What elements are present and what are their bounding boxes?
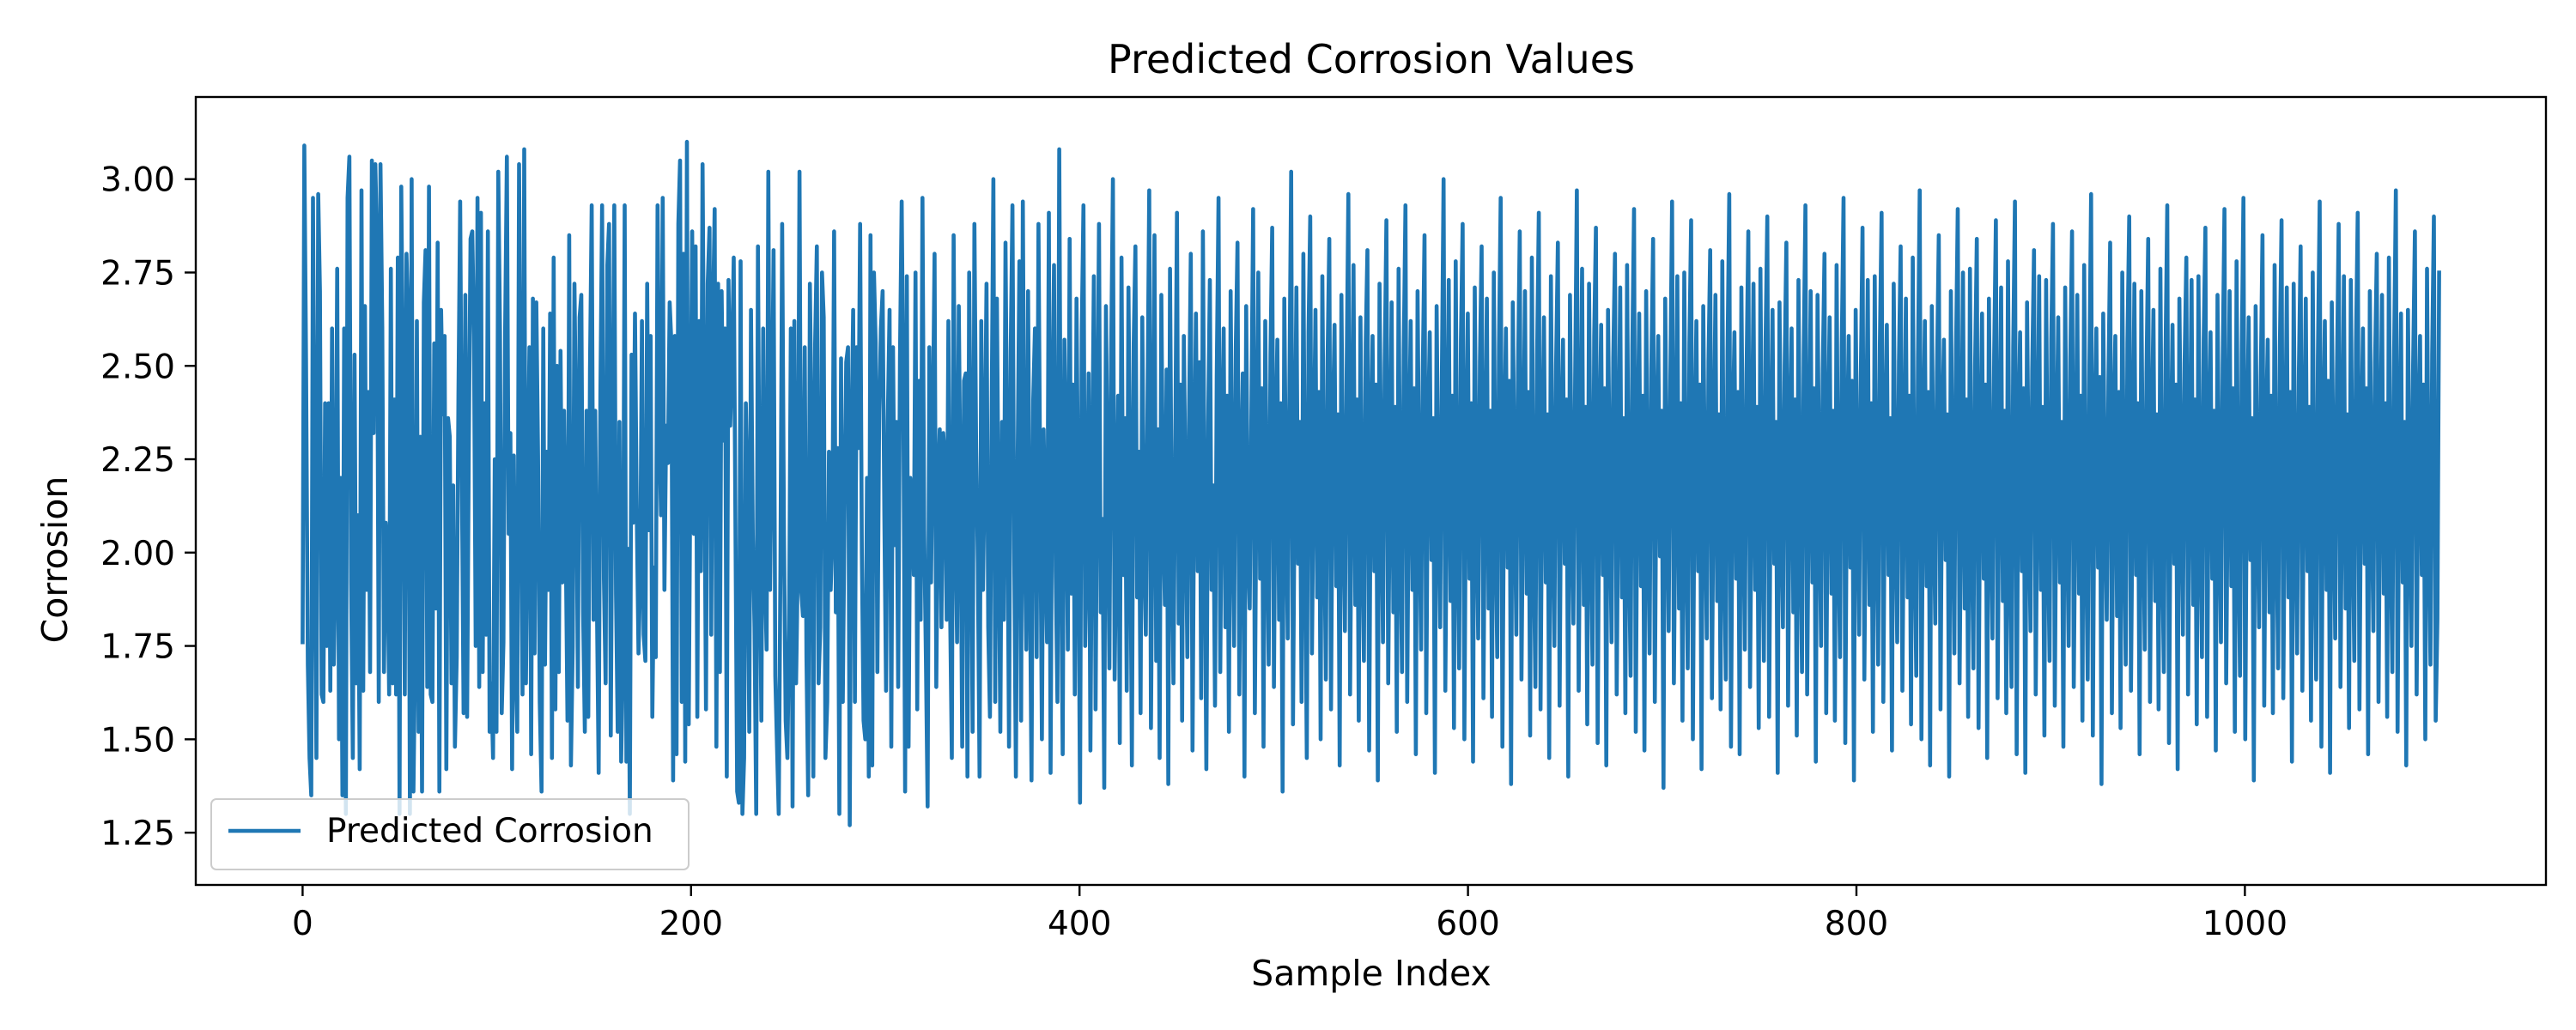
y-tick-label: 1.25 [100,815,175,853]
y-tick-label: 2.00 [100,535,175,573]
y-tick-label: 2.50 [100,348,175,386]
x-tick-label: 0 [292,905,313,943]
y-tick-label: 2.75 [100,254,175,293]
y-tick-label: 1.50 [100,721,175,760]
x-tick-label: 400 [1048,905,1111,943]
y-tick-label: 1.75 [100,628,175,667]
x-axis-label: Sample Index [1251,953,1492,994]
chart-title: Predicted Corrosion Values [1108,36,1635,82]
x-tick-label: 600 [1436,905,1499,943]
legend-label: Predicted Corrosion [326,812,653,851]
y-tick-label: 3.00 [100,161,175,200]
x-tick-label: 200 [659,905,723,943]
plot-frame [194,95,2548,887]
x-tick-label: 800 [1825,905,1888,943]
y-axis-ticks: 1.25 1.50 1.75 2.00 2.25 2.50 2.75 3.00 [100,161,196,853]
x-axis-ticks: 0 200 400 600 800 1000 [292,885,2287,943]
legend: Predicted Corrosion [210,798,690,870]
y-axis-label: Corrosion [34,476,76,644]
series-line-predicted-corrosion [301,139,2441,827]
legend-box [210,798,690,870]
x-tick-label: 1000 [2202,905,2287,943]
y-tick-label: 2.25 [100,441,175,480]
